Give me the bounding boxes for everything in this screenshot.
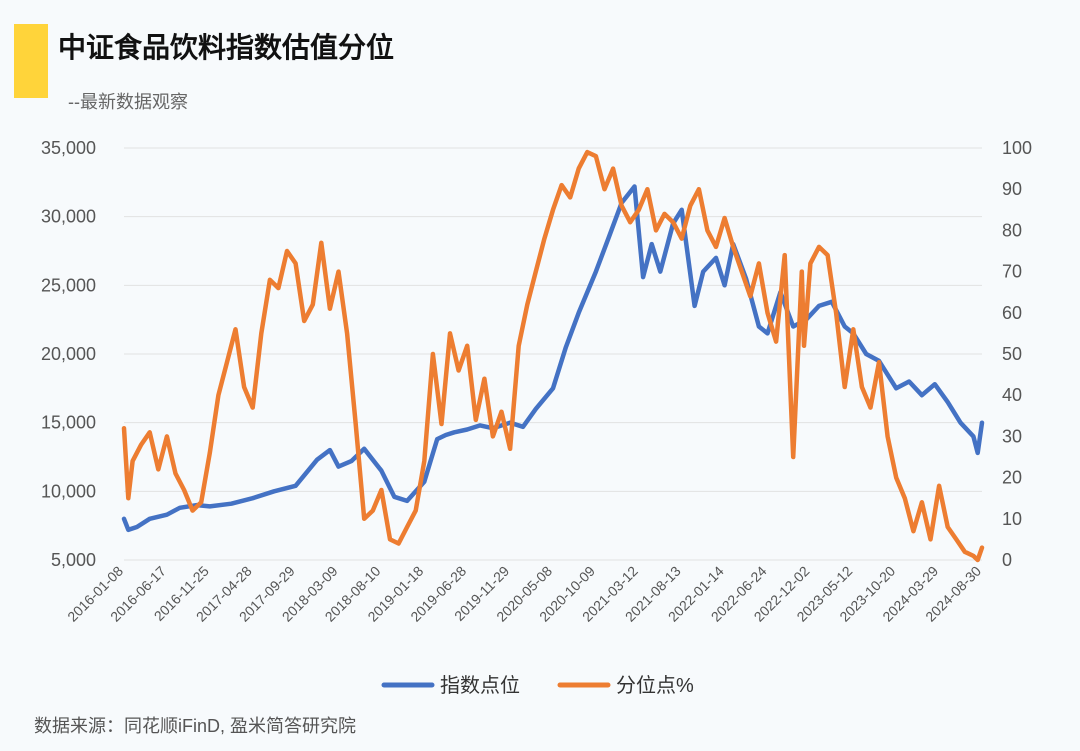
right-tick-label: 0 (1002, 550, 1012, 570)
left-tick-label: 15,000 (41, 413, 96, 433)
left-tick-label: 10,000 (41, 481, 96, 501)
page-title: 中证食品饮料指数估值分位 (58, 32, 395, 63)
left-tick-label: 20,000 (41, 344, 96, 364)
right-y-axis: 0 10 20 30 40 50 60 70 80 90 100 (1002, 138, 1032, 570)
right-tick-label: 70 (1002, 262, 1022, 282)
series-line-percentile (121, 149, 985, 563)
legend-label: 指数点位 (440, 674, 520, 697)
left-tick-label: 5,000 (51, 550, 96, 570)
chart: 5,000 10,000 15,000 20,000 25,000 30,000 35,00… (41, 138, 1032, 697)
left-tick-label: 35,000 (41, 138, 96, 158)
right-tick-label: 40 (1002, 385, 1022, 405)
right-tick-label: 10 (1002, 509, 1022, 529)
page-subtitle: --最新数据观察 (68, 92, 188, 112)
legend: 指数点位 分位点% (381, 674, 694, 697)
series-line-index (121, 184, 985, 533)
title-accent-bar (14, 24, 48, 98)
right-tick-label: 80 (1002, 220, 1022, 240)
right-tick-label: 100 (1002, 138, 1032, 158)
right-tick-label: 20 (1002, 468, 1022, 488)
right-tick-label: 50 (1002, 344, 1022, 364)
x-axis: 2016-01-082016-06-172016-11-252017-04-28… (64, 563, 984, 625)
right-tick-label: 90 (1002, 179, 1022, 199)
series-lines (121, 149, 985, 563)
left-y-axis: 5,000 10,000 15,000 20,000 25,000 30,000 35,00… (41, 138, 96, 570)
left-tick-label: 25,000 (41, 275, 96, 295)
left-tick-label: 30,000 (41, 207, 96, 227)
legend-label: 分位点% (616, 674, 694, 697)
right-tick-label: 30 (1002, 426, 1022, 446)
data-source-note: 数据来源：同花顺iFinD, 盈米简答研究院 (34, 716, 357, 736)
right-tick-label: 60 (1002, 303, 1022, 323)
